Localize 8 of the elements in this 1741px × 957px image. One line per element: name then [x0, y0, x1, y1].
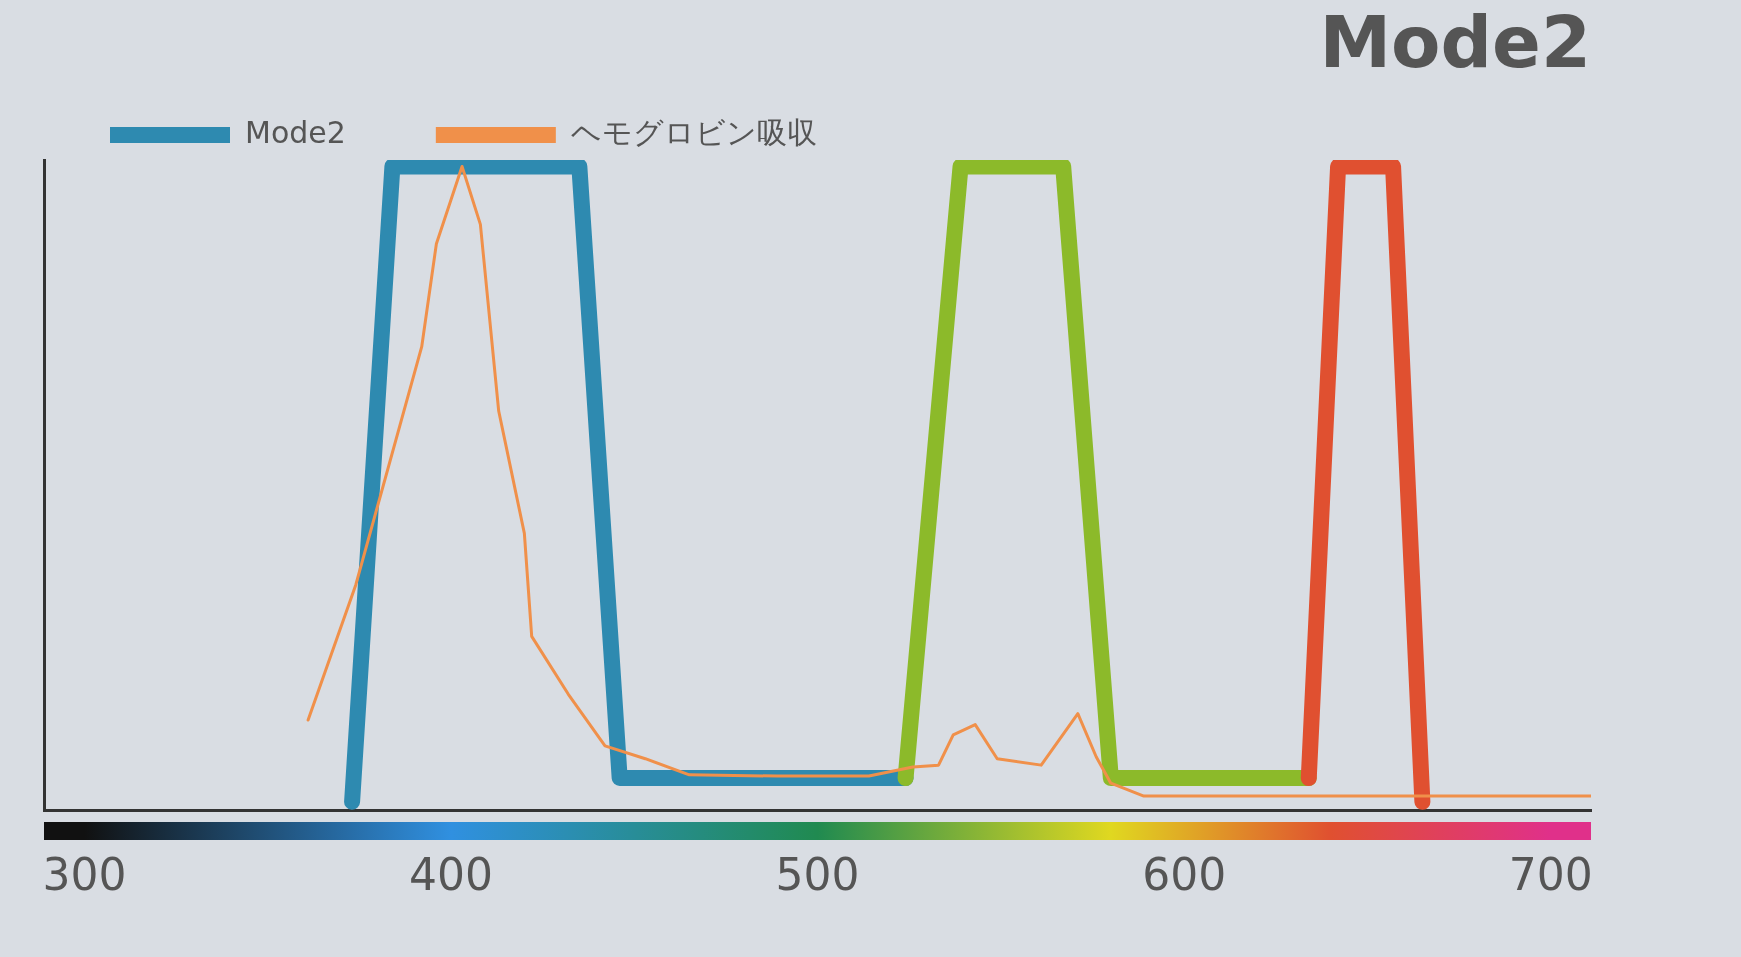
chart-title: Mode2	[1319, 0, 1591, 84]
x-tick-label: 600	[1142, 849, 1227, 901]
x-tick-label: 500	[775, 849, 860, 901]
x-tick-label: 700	[1508, 849, 1593, 901]
x-tick-label: 400	[409, 849, 494, 901]
legend-label: Mode2	[245, 114, 346, 150]
legend-label: ヘモグロビン吸収	[570, 114, 817, 150]
x-tick-label: 300	[42, 849, 127, 901]
